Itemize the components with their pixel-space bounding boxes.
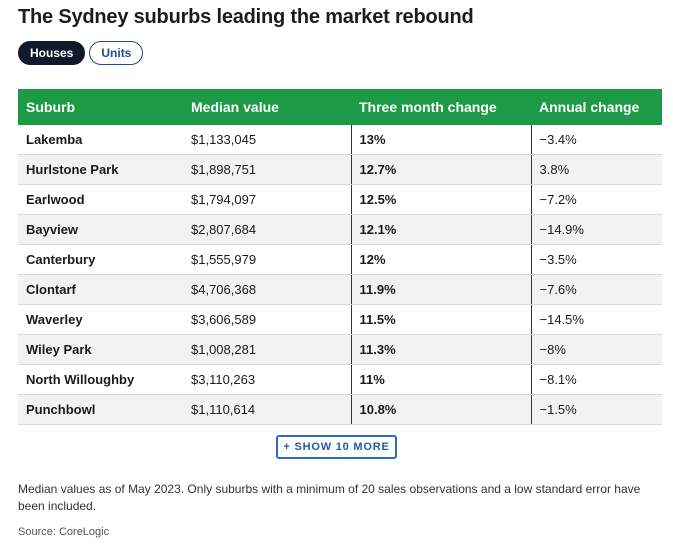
page-title: The Sydney suburbs leading the market re… xyxy=(18,6,474,28)
column-header-median-value[interactable]: Median value xyxy=(191,99,279,115)
cell-suburb: Wiley Park xyxy=(18,334,183,365)
cell-three-month-change: 12% xyxy=(350,244,532,275)
cell-annual-change: −7.6% xyxy=(531,274,662,305)
cell-suburb: North Willoughby xyxy=(18,364,183,395)
table-row: Punchbowl $1,110,614 10.8% −1.5% xyxy=(18,394,662,425)
cell-three-month-change: 10.8% xyxy=(350,394,532,425)
cell-annual-change: −8.1% xyxy=(531,364,662,395)
column-header-annual-change[interactable]: Annual change xyxy=(539,99,640,115)
cell-three-month-change: 11% xyxy=(350,364,532,395)
table-header-row: Suburb Median value Three month change A… xyxy=(18,89,662,125)
table-row: Hurlstone Park $1,898,751 12.7% 3.8% xyxy=(18,154,662,185)
cell-three-month-change: 12.1% xyxy=(350,214,532,245)
column-header-three-month-change[interactable]: Three month change xyxy=(359,99,497,115)
cell-annual-change: −7.2% xyxy=(531,184,662,215)
footnote: Median values as of May 2023. Only subur… xyxy=(18,482,641,513)
cell-median-value: $3,110,263 xyxy=(183,364,351,395)
units-toggle-button[interactable]: Units xyxy=(89,41,144,65)
houses-toggle-button[interactable]: Houses xyxy=(18,41,86,65)
table-row: Clontarf $4,706,368 11.9% −7.6% xyxy=(18,274,662,305)
table-row: North Willoughby $3,110,263 11% −8.1% xyxy=(18,364,662,395)
cell-suburb: Clontarf xyxy=(18,274,183,305)
cell-median-value: $1,133,045 xyxy=(183,125,351,155)
cell-suburb: Punchbowl xyxy=(18,394,183,425)
cell-median-value: $1,008,281 xyxy=(183,334,351,365)
table-row: Wiley Park $1,008,281 11.3% −8% xyxy=(18,334,662,365)
table-row: Earlwood $1,794,097 12.5% −7.2% xyxy=(18,184,662,215)
cell-annual-change: −14.5% xyxy=(531,304,662,335)
cell-median-value: $2,807,684 xyxy=(183,214,351,245)
cell-median-value: $1,555,979 xyxy=(183,244,351,275)
cell-annual-change: 3.8% xyxy=(531,154,662,185)
suburbs-table: Suburb Median value Three month change A… xyxy=(18,89,662,425)
cell-median-value: $1,898,751 xyxy=(183,154,351,185)
cell-suburb: Waverley xyxy=(18,304,183,335)
cell-annual-change: −3.5% xyxy=(531,244,662,275)
cell-three-month-change: 13% xyxy=(350,125,532,155)
source-credit: Source: CoreLogic xyxy=(18,526,110,538)
cell-median-value: $3,606,589 xyxy=(183,304,351,335)
table-row: Waverley $3,606,589 11.5% −14.5% xyxy=(18,304,662,335)
cell-three-month-change: 11.5% xyxy=(350,304,532,335)
cell-annual-change: −8% xyxy=(531,334,662,365)
cell-suburb: Bayview xyxy=(18,214,183,245)
cell-three-month-change: 12.5% xyxy=(350,184,532,215)
column-header-suburb[interactable]: Suburb xyxy=(26,99,75,115)
table-row: Lakemba $1,133,045 13% −3.4% xyxy=(18,125,662,155)
cell-annual-change: −1.5% xyxy=(531,394,662,425)
cell-suburb: Canterbury xyxy=(18,244,183,275)
cell-suburb: Earlwood xyxy=(18,184,183,215)
show-more-button[interactable]: + SHOW 10 MORE xyxy=(276,435,397,459)
cell-suburb: Hurlstone Park xyxy=(18,154,183,185)
cell-median-value: $4,706,368 xyxy=(183,274,351,305)
table-row: Bayview $2,807,684 12.1% −14.9% xyxy=(18,214,662,245)
cell-annual-change: −14.9% xyxy=(531,214,662,245)
property-type-toggle: Houses Units xyxy=(18,41,655,65)
cell-median-value: $1,110,614 xyxy=(183,394,351,425)
cell-annual-change: −3.4% xyxy=(531,125,662,155)
cell-three-month-change: 11.3% xyxy=(350,334,532,365)
table-row: Canterbury $1,555,979 12% −3.5% xyxy=(18,244,662,275)
cell-three-month-change: 12.7% xyxy=(350,154,532,185)
cell-suburb: Lakemba xyxy=(18,125,183,155)
cell-three-month-change: 11.9% xyxy=(350,274,532,305)
cell-median-value: $1,794,097 xyxy=(183,184,351,215)
